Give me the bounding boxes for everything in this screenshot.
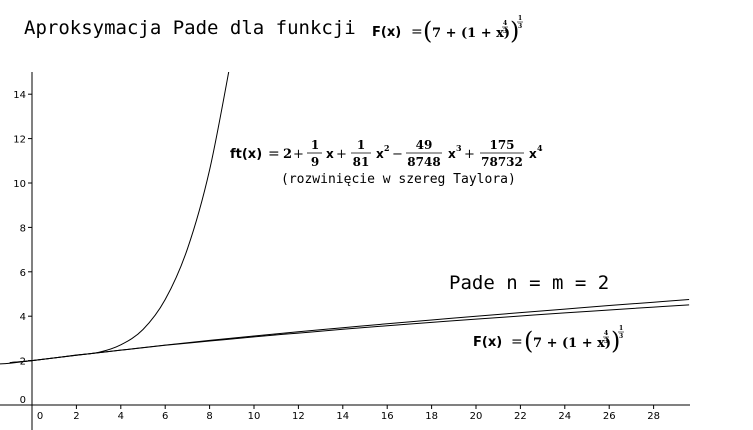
function-formula-lparen: ( bbox=[524, 327, 533, 355]
taylor-t4-num: 175 bbox=[489, 138, 514, 152]
x-tick-label: 22 bbox=[514, 411, 527, 422]
taylor-t4-var: x bbox=[529, 147, 537, 161]
title-formula-outer-exp-den: 3 bbox=[518, 23, 522, 30]
x-tick-label: 18 bbox=[425, 411, 438, 422]
taylor-formula: ft(x) = 2 + 1 9 x + 1 81 x 2 − 49 8748 x… bbox=[230, 138, 543, 169]
taylor-t3-num: 49 bbox=[416, 138, 433, 152]
y-tick-label: 0 bbox=[20, 395, 26, 406]
function-formula-outer-exp-den: 3 bbox=[619, 333, 623, 340]
title-formula-lhs: F(x) bbox=[372, 25, 401, 40]
x-tick-label: 24 bbox=[558, 411, 571, 422]
y-tick-label: 4 bbox=[20, 312, 26, 323]
taylor-t2-pow: 2 bbox=[384, 143, 390, 153]
y-tick-label: 6 bbox=[20, 268, 26, 279]
x-tick-label: 2 bbox=[73, 411, 79, 422]
title-formula-rparen: ) bbox=[510, 17, 519, 45]
taylor-minus-3: − bbox=[392, 147, 403, 162]
y-tick-label: 14 bbox=[13, 90, 26, 101]
taylor-t1-den: 9 bbox=[311, 155, 319, 169]
taylor-t2-num: 1 bbox=[357, 138, 365, 152]
x-tick-label: 28 bbox=[647, 411, 660, 422]
chart-title: Aproksymacja Pade dla funkcji bbox=[24, 17, 356, 39]
chart-axes bbox=[0, 72, 690, 430]
taylor-t4-pow: 4 bbox=[537, 143, 543, 153]
function-formula-outer-exp-num: 1 bbox=[619, 325, 623, 332]
taylor-formula-eq: = bbox=[268, 146, 280, 162]
x-tick-label: 8 bbox=[206, 411, 212, 422]
taylor-t3-den: 8748 bbox=[407, 155, 440, 169]
x-tick-label: 20 bbox=[470, 411, 483, 422]
pade-line bbox=[9, 299, 690, 364]
title-formula-eq: = bbox=[411, 24, 423, 40]
x-tick-label: 6 bbox=[162, 411, 168, 422]
function-formula-inner: 7 + (1 + x) bbox=[533, 336, 611, 351]
taylor-series-line bbox=[0, 72, 230, 365]
title-formula-inner: 7 + (1 + x) bbox=[432, 26, 510, 41]
taylor-t3-pow: 3 bbox=[456, 143, 462, 153]
x-tick-label: 16 bbox=[381, 411, 394, 422]
function-formula: F(x) = ( 7 + (1 + x) 4 3 ) 1 3 bbox=[473, 325, 624, 355]
taylor-plus-2: + bbox=[336, 147, 347, 162]
title-formula-inner-exp-num: 4 bbox=[503, 20, 507, 27]
taylor-t4-den: 78732 bbox=[481, 155, 523, 169]
x-tick-label: 0 bbox=[37, 411, 43, 422]
pade-label: Pade n = m = 2 bbox=[449, 272, 610, 294]
taylor-plus-1: + bbox=[293, 147, 304, 162]
x-tick-label: 14 bbox=[336, 411, 349, 422]
title-formula-lparen: ( bbox=[423, 17, 432, 45]
title-formula: F(x) = ( 7 + (1 + x) 4 3 ) 1 3 bbox=[372, 15, 523, 45]
title-formula-inner-exp-den: 3 bbox=[503, 28, 507, 35]
y-tick-label: 12 bbox=[13, 135, 26, 146]
y-tick-label: 10 bbox=[13, 179, 26, 190]
function-formula-lhs: F(x) bbox=[473, 335, 502, 350]
taylor-t2-var: x bbox=[376, 147, 384, 161]
x-tick-label: 10 bbox=[248, 411, 261, 422]
taylor-formula-const: 2 bbox=[283, 147, 292, 162]
function-formula-eq: = bbox=[511, 334, 523, 350]
y-tick-label: 8 bbox=[20, 223, 26, 234]
x-tick-label: 12 bbox=[292, 411, 305, 422]
x-tick-label: 4 bbox=[118, 411, 124, 422]
taylor-t1-var: x bbox=[326, 147, 334, 161]
taylor-t3-var: x bbox=[448, 147, 456, 161]
taylor-t2-den: 81 bbox=[353, 155, 370, 169]
function-formula-rparen: ) bbox=[611, 327, 620, 355]
x-tick-label: 26 bbox=[603, 411, 616, 422]
function-formula-inner-exp-den: 3 bbox=[604, 338, 608, 345]
taylor-formula-lhs: ft(x) bbox=[230, 147, 262, 162]
taylor-t1-num: 1 bbox=[311, 138, 319, 152]
taylor-plus-4: + bbox=[464, 147, 475, 162]
function-formula-inner-exp-num: 4 bbox=[604, 330, 608, 337]
title-formula-outer-exp-num: 1 bbox=[518, 15, 522, 22]
taylor-note: (rozwinięcie w szereg Taylora) bbox=[281, 172, 516, 187]
chart-series bbox=[0, 72, 690, 365]
